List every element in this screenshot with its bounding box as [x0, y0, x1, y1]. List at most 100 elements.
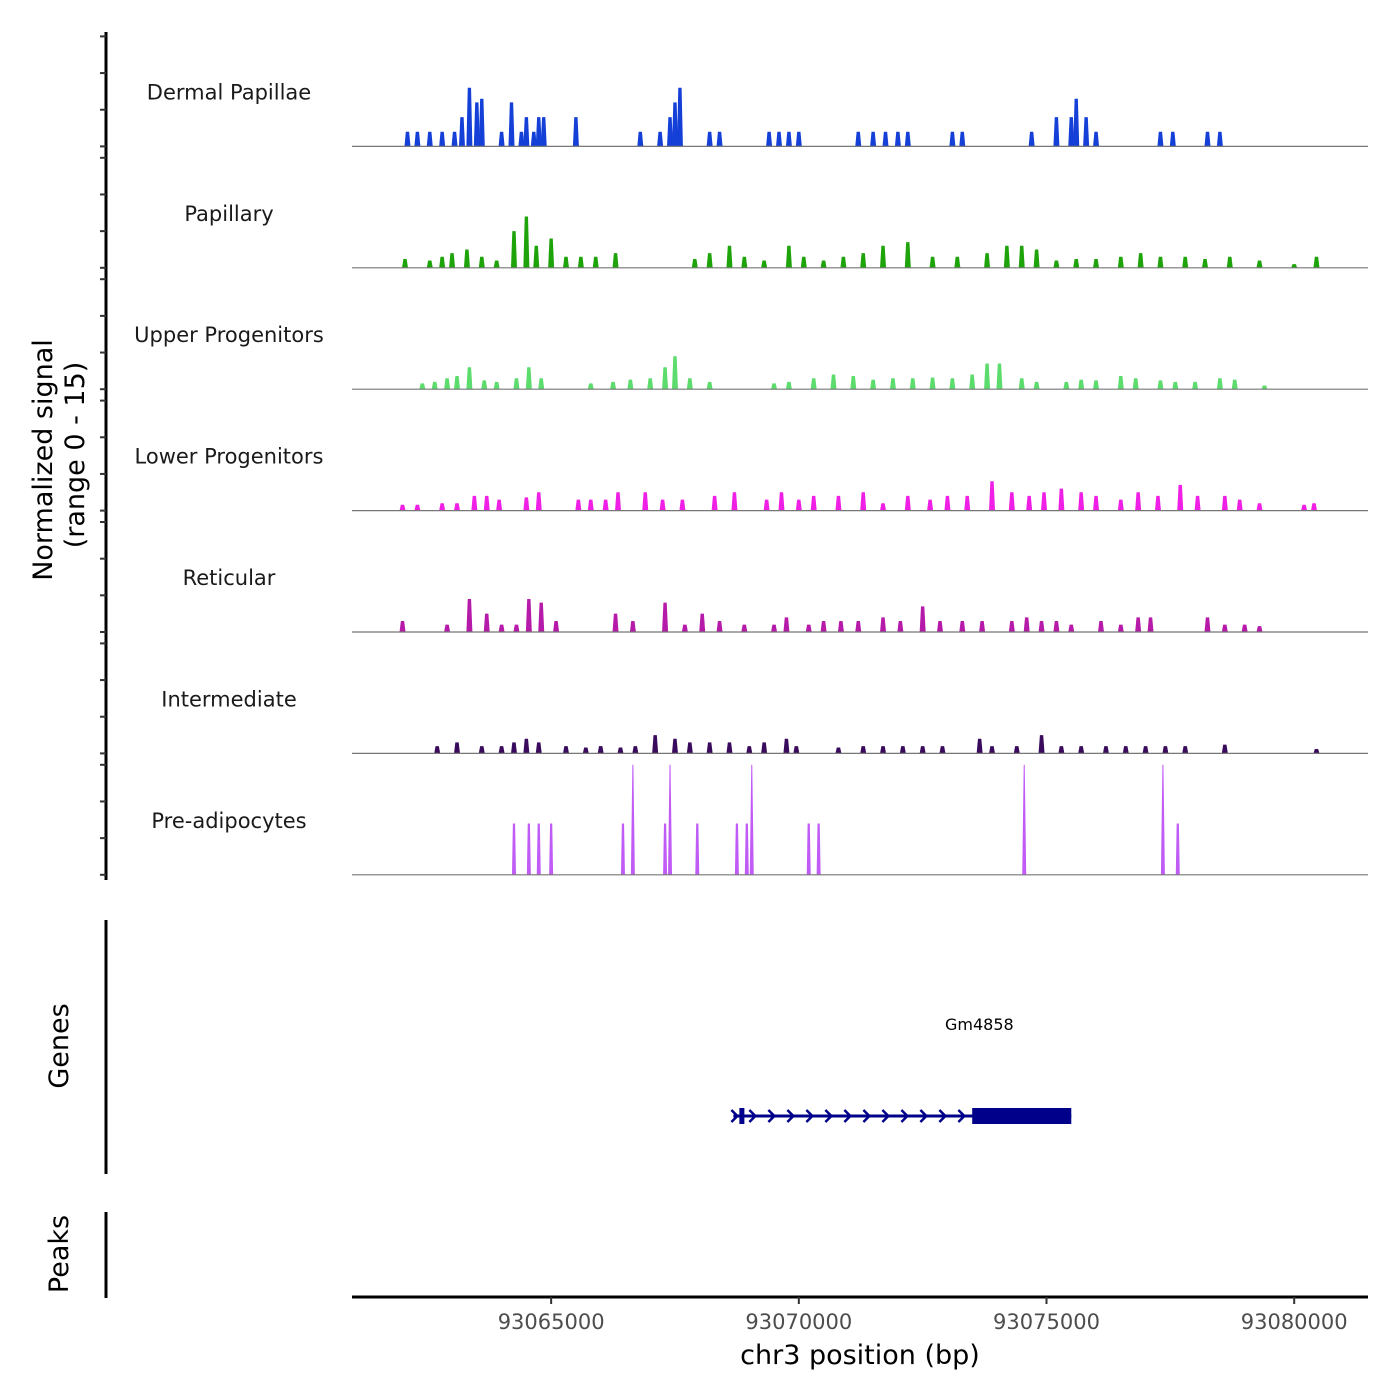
signal-peak	[1093, 495, 1100, 511]
strand-arrow-icon	[938, 1109, 948, 1123]
signal-peak	[1028, 131, 1035, 147]
signal-peak	[1313, 256, 1320, 268]
signal-peak	[1018, 245, 1025, 268]
signal-peak	[1256, 260, 1263, 268]
signal-peak	[538, 602, 545, 632]
signal-peak	[1182, 256, 1189, 268]
signal-peak	[939, 746, 946, 754]
signal-peak	[620, 823, 625, 875]
strand-arrow-icon	[919, 1109, 929, 1123]
signal-peak	[904, 131, 911, 147]
signal-peak	[498, 131, 505, 147]
signal-peak	[1175, 823, 1180, 875]
signal-peak	[1083, 117, 1090, 147]
signal-peak	[810, 378, 817, 390]
strand-arrow-icon	[767, 1109, 777, 1123]
signal-peak	[414, 504, 421, 511]
signal-peak	[615, 492, 622, 511]
signal-peak	[1038, 621, 1045, 632]
signal-peak	[630, 764, 635, 875]
signal-peak	[984, 253, 991, 268]
signal-peak	[761, 260, 768, 268]
signal-peak	[414, 131, 421, 147]
gene-exon	[972, 1108, 1072, 1124]
signal-peak	[1097, 621, 1104, 632]
signal-peak	[1204, 617, 1211, 632]
signal-peak	[627, 379, 634, 390]
signal-peak	[783, 738, 790, 754]
signal-peak	[1137, 253, 1144, 268]
signal-peak	[919, 746, 926, 754]
signal-peak	[937, 621, 944, 632]
signal-peak	[1177, 484, 1184, 511]
signal-peak	[949, 378, 956, 390]
signal-peak	[577, 256, 584, 268]
signal-peak	[805, 624, 812, 632]
signal-peak	[1018, 378, 1025, 390]
signal-peak	[1241, 624, 1248, 632]
signal-peak	[535, 492, 542, 511]
signal-peak	[880, 503, 887, 511]
signal-peak	[904, 495, 911, 511]
signal-peak	[1068, 117, 1075, 147]
signal-peak	[1078, 379, 1085, 390]
signal-peak	[1073, 98, 1080, 147]
signal-axis-title-line2: (range 0 - 15)	[60, 362, 91, 549]
track-label: Intermediate	[161, 687, 297, 711]
signal-peak	[662, 367, 669, 390]
signal-peak	[1038, 735, 1045, 754]
signal-peak	[835, 747, 842, 754]
signal-peak	[1313, 749, 1320, 754]
signal-peak	[525, 599, 532, 632]
signal-peak	[1236, 499, 1243, 511]
signal-axis-title-line1: Normalized signal	[28, 339, 59, 581]
signal-peak	[1291, 264, 1298, 268]
signal-peak	[761, 742, 768, 754]
signal-peak	[976, 738, 983, 754]
signal-peak	[1135, 492, 1142, 511]
signal-peak	[536, 823, 541, 875]
signal-peak	[1053, 117, 1060, 147]
gene-gm4858[interactable]: Gm4858	[730, 1015, 1072, 1124]
signal-peak	[820, 621, 827, 632]
signal-peak	[1033, 249, 1040, 268]
signal-peak	[587, 499, 594, 511]
signal-peak	[1041, 492, 1048, 511]
signal-peak	[602, 499, 609, 511]
signal-peak	[1093, 380, 1100, 390]
signal-peak	[1221, 744, 1228, 754]
signal-peak	[1013, 746, 1020, 754]
signal-peak	[1117, 256, 1124, 268]
signal-peak	[785, 131, 792, 147]
signal-peak	[744, 823, 749, 875]
signal-peak	[523, 497, 530, 511]
signal-peak	[431, 381, 438, 390]
signal-peak	[1172, 381, 1179, 390]
signal-peak	[402, 259, 409, 268]
signal-peak	[668, 764, 673, 875]
signal-peak	[793, 746, 800, 754]
strand-arrow-icon	[786, 1109, 796, 1123]
signal-peak	[1093, 131, 1100, 147]
signal-peak	[746, 746, 753, 754]
signal-peak	[610, 381, 617, 390]
signal-peak	[1078, 746, 1085, 754]
signal-peak	[1122, 746, 1129, 754]
signal-peak	[741, 624, 748, 632]
signal-peak	[632, 746, 639, 754]
strand-arrow-icon	[824, 1109, 834, 1123]
signal-peak	[726, 742, 733, 754]
signal-peak	[439, 131, 446, 147]
signal-peak	[795, 131, 802, 147]
signal-peak	[1216, 131, 1223, 147]
signal-peak	[855, 131, 862, 147]
signal-peak	[629, 621, 636, 632]
signal-peak	[706, 742, 713, 754]
signal-peak	[1117, 499, 1124, 511]
signal-peak	[662, 602, 669, 632]
signal-peak	[530, 131, 537, 147]
signal-peak	[840, 256, 847, 268]
track-papillary: Papillary	[184, 202, 1368, 269]
signal-peak	[1003, 245, 1010, 268]
genes-panel-title: Genes	[44, 1003, 75, 1088]
